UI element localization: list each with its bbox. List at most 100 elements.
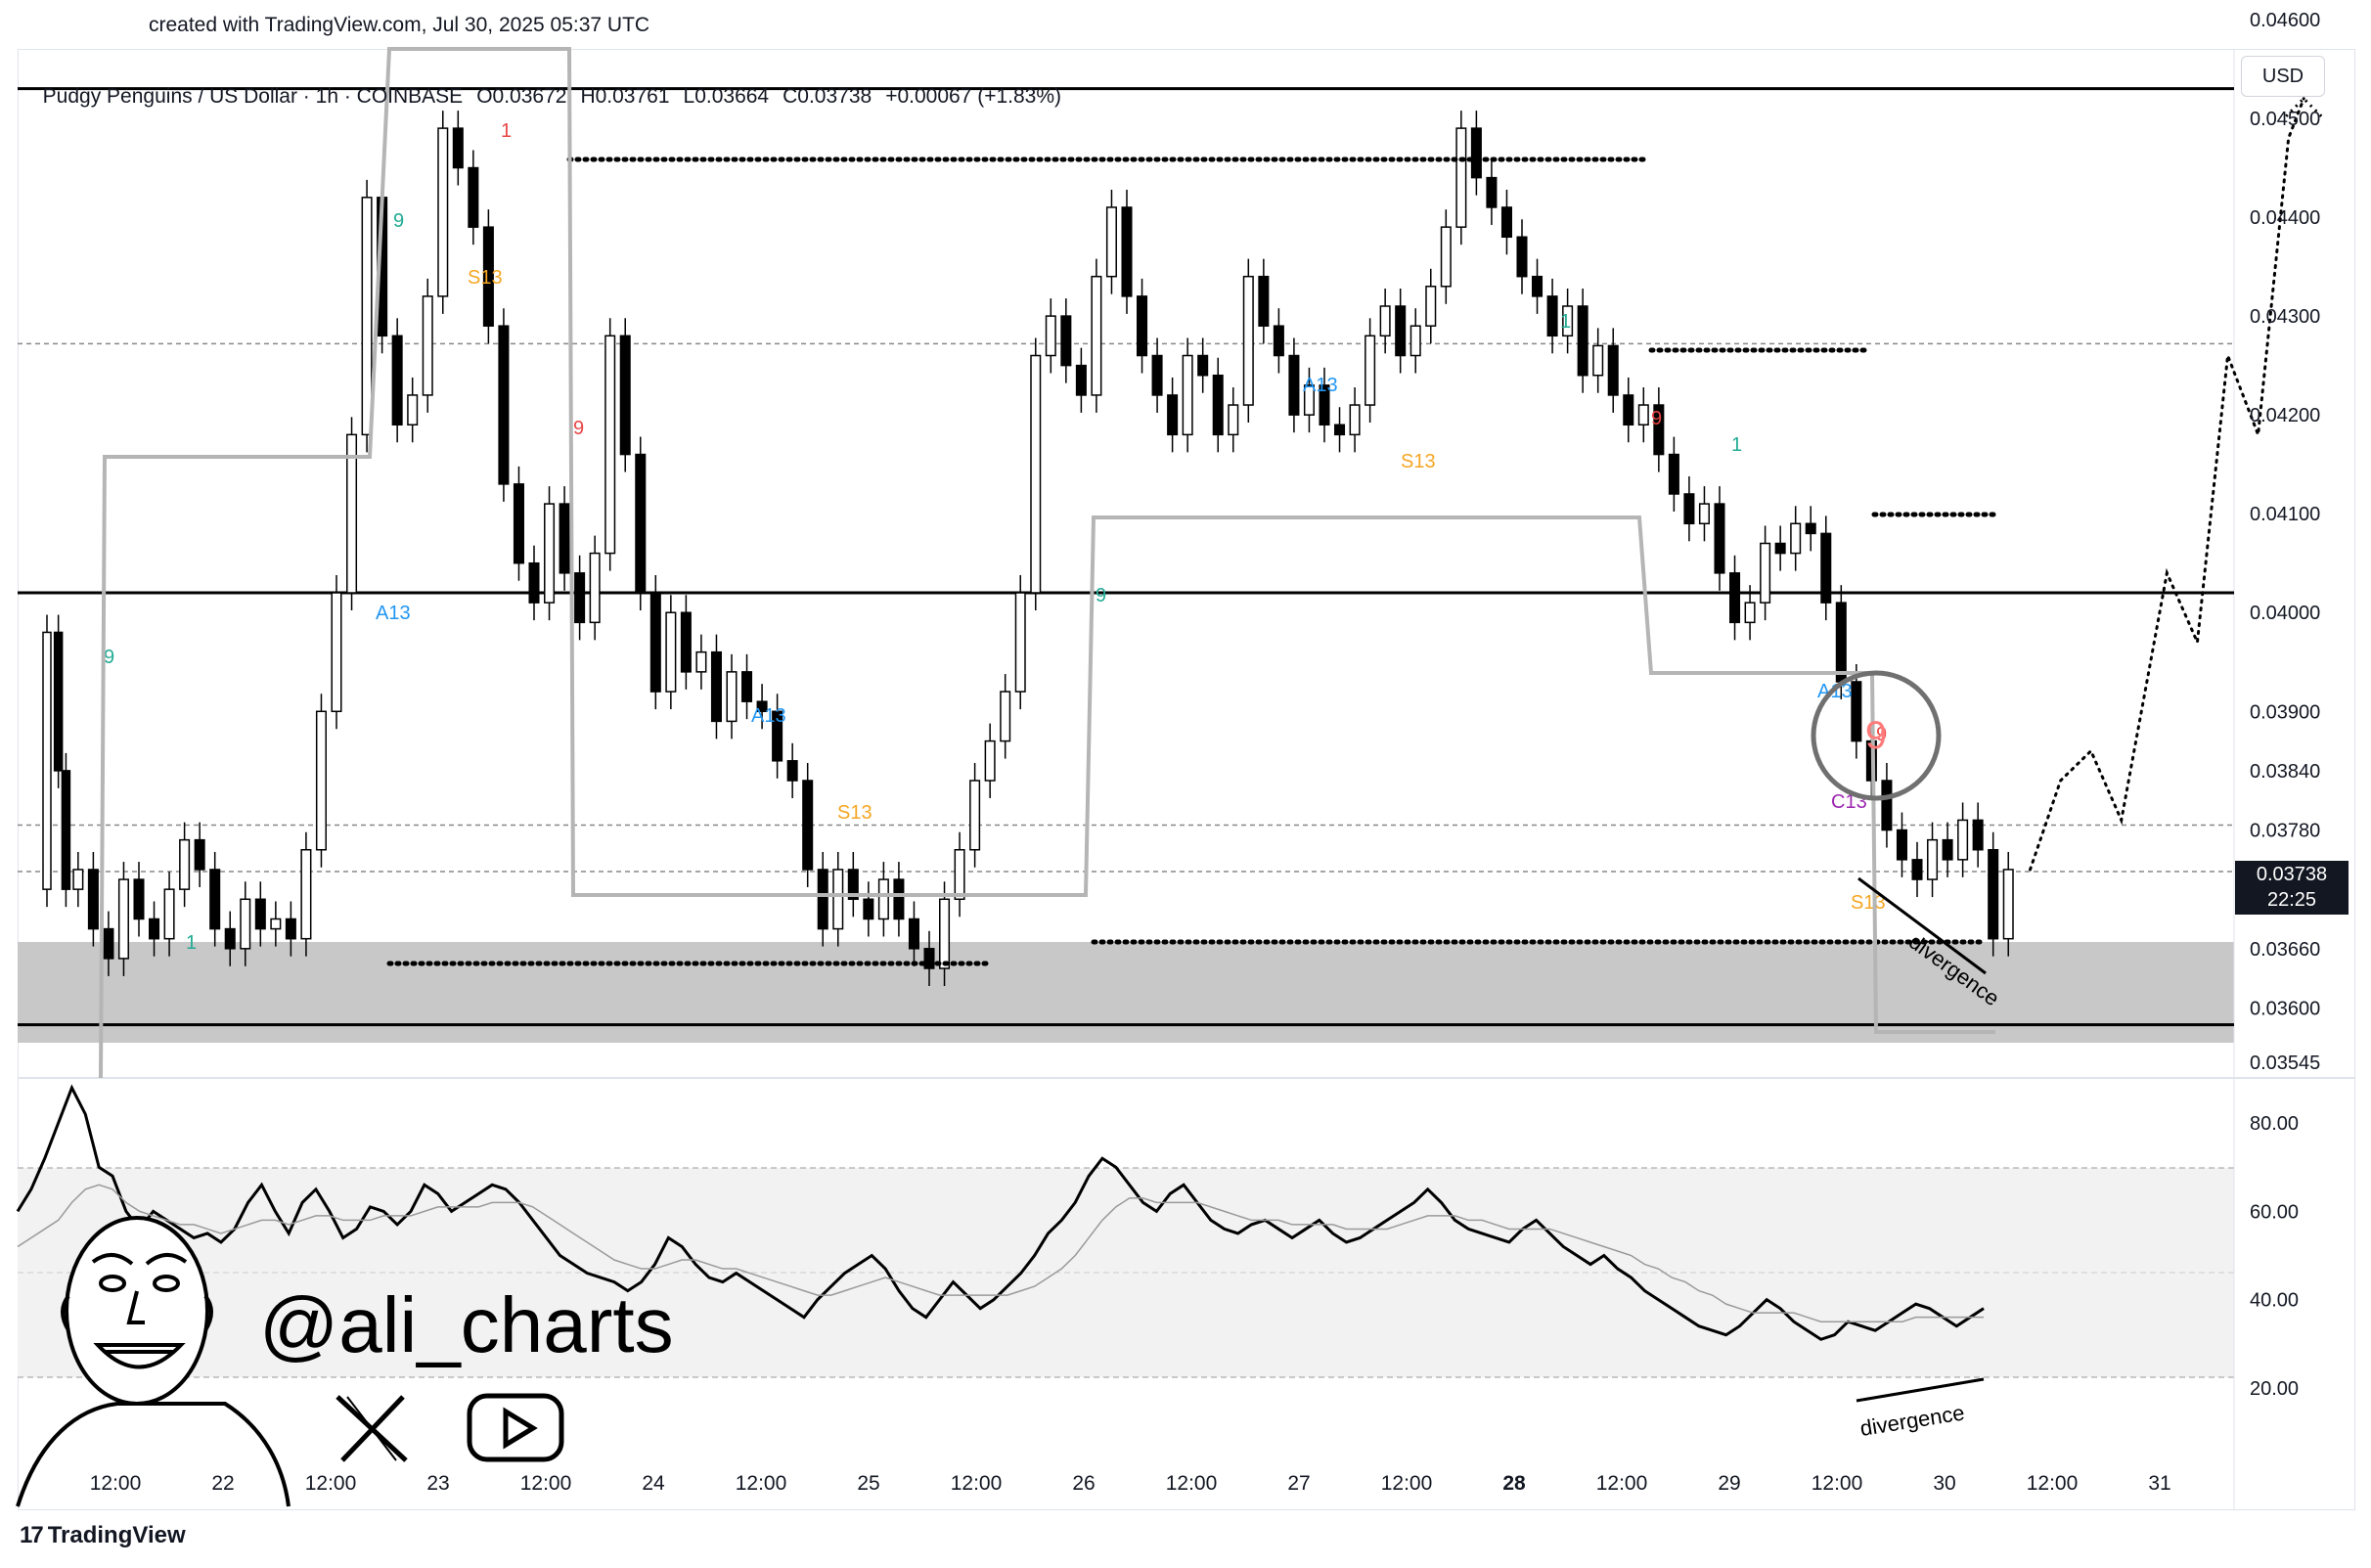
time-tick-label: 12:00 bbox=[951, 1472, 1003, 1495]
axis-labels: 0.04600 0.04500 0.04400 0.04300 0.04200 0.041… bbox=[90, 10, 2321, 1495]
candle-body bbox=[1729, 572, 1741, 624]
rsi-divergence-line bbox=[1856, 1377, 1985, 1403]
time-tick-label: 23 bbox=[426, 1472, 449, 1495]
candle-body bbox=[194, 838, 205, 871]
candle-body bbox=[407, 394, 419, 426]
signal-label: 1 bbox=[501, 120, 512, 142]
chart-frame bbox=[18, 49, 2355, 1510]
candle-body bbox=[87, 869, 99, 930]
candle-body bbox=[847, 869, 859, 901]
price-tick-label: 0.03660 bbox=[2250, 939, 2320, 961]
price-tick-label: 0.03840 bbox=[2250, 761, 2320, 783]
rsi-tick-label: 20.00 bbox=[2250, 1378, 2299, 1400]
candle-body bbox=[908, 918, 919, 950]
candle-body bbox=[149, 918, 160, 940]
candle-body bbox=[2002, 869, 2014, 940]
candle-body bbox=[285, 918, 296, 940]
time-tick-label: 28 bbox=[1502, 1472, 1526, 1495]
candle-body bbox=[1592, 344, 1604, 377]
rsi-tick-label: 80.00 bbox=[2250, 1113, 2299, 1135]
candle-body bbox=[1988, 848, 1999, 940]
ohlc-legend: Pudgy Penguins / US Dollar · 1h · COINBA… bbox=[31, 62, 1075, 109]
candle-body bbox=[437, 127, 449, 297]
candle-body bbox=[1668, 453, 1679, 495]
legend-symbol: Pudgy Penguins / US Dollar · 1h · COINBA… bbox=[42, 85, 464, 108]
candle-body bbox=[1212, 374, 1224, 436]
signal-label: 1 bbox=[1731, 434, 1742, 456]
candle-body bbox=[1425, 286, 1437, 327]
time-tick-label: 12:00 bbox=[305, 1472, 357, 1495]
candle-body bbox=[1075, 364, 1087, 396]
signal-label: A13 bbox=[1303, 375, 1338, 396]
legend-close: C0.03738 bbox=[783, 85, 872, 108]
legend-open: O0.03672 bbox=[476, 85, 567, 108]
candle-body bbox=[1228, 404, 1239, 436]
candle-body bbox=[544, 503, 556, 604]
candle-body bbox=[300, 848, 312, 940]
candle-body bbox=[1242, 275, 1254, 406]
signal-label: S13 bbox=[1851, 892, 1886, 914]
tradingview-brand[interactable]: 17 TradingView bbox=[20, 1522, 186, 1549]
candle-body bbox=[240, 898, 251, 950]
candle-body bbox=[772, 710, 783, 762]
rsi-tick-label: 40.00 bbox=[2250, 1290, 2299, 1312]
legend-change: +0.00067 (+1.83%) bbox=[885, 85, 1061, 108]
candle-body bbox=[619, 335, 631, 456]
time-tick-label: 24 bbox=[642, 1472, 665, 1495]
candle-body bbox=[832, 869, 844, 930]
legend-high: H0.03761 bbox=[580, 85, 670, 108]
candle-body bbox=[1881, 780, 1893, 831]
candle-body bbox=[1151, 354, 1163, 396]
candle-body bbox=[1972, 819, 1984, 851]
rsi-lines bbox=[16, 1084, 1985, 1341]
signal-label: 9 bbox=[1651, 408, 1662, 429]
candle-body bbox=[391, 335, 403, 426]
price-tick-label: 0.04500 bbox=[2250, 109, 2320, 130]
candle-body bbox=[1835, 602, 1847, 683]
candle-body bbox=[346, 433, 358, 594]
price-path bbox=[42, 96, 2323, 987]
candle-body bbox=[1911, 859, 1923, 880]
candle-body bbox=[224, 927, 236, 950]
legend-low: L0.03664 bbox=[683, 85, 770, 108]
candle-body bbox=[1851, 681, 1862, 742]
price-divergence-line bbox=[1857, 876, 1987, 975]
candle-body bbox=[1409, 325, 1421, 357]
rsi-signal-line bbox=[17, 1184, 1984, 1322]
candle-body bbox=[1820, 532, 1832, 604]
candle-body bbox=[817, 869, 828, 930]
candle-body bbox=[42, 631, 52, 890]
candle-body bbox=[1334, 424, 1346, 436]
x-logo-icon bbox=[336, 1395, 408, 1462]
time-tick-label: 12:00 bbox=[90, 1472, 142, 1495]
candle-body bbox=[1455, 127, 1467, 228]
signal-label: A13 bbox=[751, 705, 786, 727]
candle-body bbox=[1288, 354, 1300, 416]
price-tick-label: 0.04600 bbox=[2250, 10, 2320, 31]
price-tick-label: 0.04200 bbox=[2250, 405, 2320, 426]
candle-body bbox=[1516, 236, 1528, 278]
candle-body bbox=[604, 335, 616, 555]
currency-button[interactable]: USD bbox=[2241, 56, 2325, 97]
chart-caption: created with TradingView.com, Jul 30, 20… bbox=[149, 14, 650, 36]
price-tick-label: 0.04100 bbox=[2250, 504, 2320, 525]
signal-label: 9 bbox=[573, 418, 584, 439]
candle-body bbox=[1683, 493, 1695, 525]
candle-body bbox=[1957, 819, 1969, 861]
candle-body bbox=[53, 631, 64, 772]
signal-circle-nine: 9 bbox=[1865, 714, 1887, 757]
candle-body bbox=[665, 611, 677, 693]
candle-body bbox=[1030, 354, 1042, 594]
rsi-tick-label: 60.00 bbox=[2250, 1201, 2299, 1223]
candle-body bbox=[559, 503, 570, 574]
price-tick-label: 0.03545 bbox=[2250, 1053, 2320, 1074]
signal-label: S13 bbox=[1401, 451, 1436, 472]
candle-body bbox=[468, 166, 479, 228]
candle-body bbox=[1364, 335, 1376, 406]
candle-body bbox=[209, 869, 221, 930]
candle-body bbox=[1121, 206, 1133, 297]
candle-body bbox=[117, 878, 129, 960]
candle-body bbox=[1137, 295, 1148, 357]
candle-body bbox=[969, 780, 981, 851]
candle-body bbox=[1091, 275, 1102, 396]
